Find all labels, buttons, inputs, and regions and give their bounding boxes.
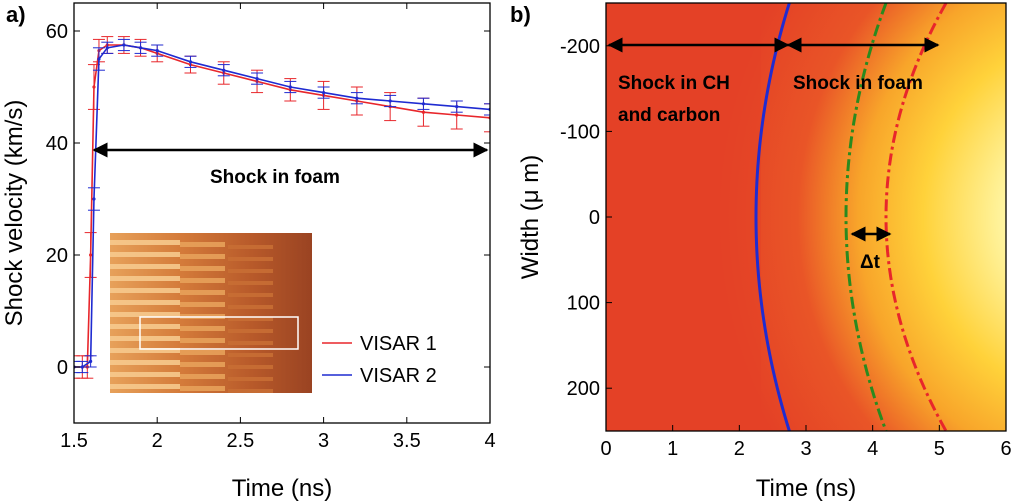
panel-b-x-axis-label: Time (ns) xyxy=(756,475,856,502)
visar1-point xyxy=(455,113,459,117)
visar2-point xyxy=(355,96,359,100)
visar2-point xyxy=(105,46,109,50)
panel-a-y-tick-label: 0 xyxy=(57,357,68,379)
delta-t-label: Δt xyxy=(860,252,881,273)
panel-b-x-tick-label: 5 xyxy=(934,438,945,460)
panel-a-x-tick-label: 3.5 xyxy=(393,430,421,452)
panel-a-y-tick-label: 40 xyxy=(46,133,68,155)
visar2-point xyxy=(455,105,459,109)
legend: VISAR 1 VISAR 2 xyxy=(316,318,480,392)
visar2-error-bar xyxy=(484,103,490,116)
panel-a-x-tick-label: 3 xyxy=(318,430,329,452)
shock-in-ch-label-line2: and carbon xyxy=(618,105,720,126)
panel-b-y-tick-label: -100 xyxy=(560,121,600,143)
panel-b-y-tick-label: 0 xyxy=(589,207,600,229)
visar1-point xyxy=(89,253,93,257)
visar2-point xyxy=(421,102,426,106)
visar-inset-image xyxy=(110,233,312,393)
panel-b-label: b) xyxy=(510,2,531,27)
panel-b-x-tick-label: 4 xyxy=(867,438,878,460)
panel-b-y-tick-label: -200 xyxy=(560,36,600,58)
shock-in-ch-label-line1: Shock in CH xyxy=(618,73,730,94)
visar2-point xyxy=(388,99,392,103)
panel-a-x-tick-label: 2.5 xyxy=(226,430,254,452)
visar2-point xyxy=(222,68,226,72)
panel-b-x-tick-label: 6 xyxy=(1000,438,1011,460)
panel-b-y-tick-label: 200 xyxy=(567,378,600,400)
panel-a-x-tick-label: 1.5 xyxy=(60,430,88,452)
panel-b-x-tick-label: 0 xyxy=(600,438,611,460)
visar2-point xyxy=(138,46,143,50)
visar2-point xyxy=(288,85,292,89)
panel-b: 0 1 2 3 4 5 6 -200 -100 0 100 200 Shock in CH and c… xyxy=(510,2,1012,502)
panel-a-y-axis-label: Shock velocity (km/s) xyxy=(1,100,28,327)
visar2-point xyxy=(188,60,193,64)
panel-a-x-tick-label: 2 xyxy=(152,430,163,452)
panel-b-x-tick-label: 3 xyxy=(800,438,811,460)
panel-b-y-tick-label: 100 xyxy=(567,293,600,315)
panel-b-y-axis-label: Width (μ m) xyxy=(517,155,544,280)
visar2-point xyxy=(122,43,126,47)
panel-a-x-tick-label: 4 xyxy=(484,430,495,452)
red-shock-front xyxy=(884,3,948,431)
visar2-point xyxy=(80,365,84,369)
visar2-point xyxy=(92,197,96,201)
panel-a-y-tick-label: 60 xyxy=(46,21,68,43)
visar2-point xyxy=(255,77,259,81)
panel-a-x-axis-label: Time (ns) xyxy=(232,475,332,502)
panel-b-x-tick-label: 1 xyxy=(667,438,678,460)
panel-a-label: a) xyxy=(6,2,26,27)
shock-in-foam-b-label: Shock in foam xyxy=(793,73,923,94)
panel-a-frame xyxy=(73,2,491,424)
visar2-point xyxy=(155,49,159,53)
shock-in-foam-label: Shock in foam xyxy=(210,167,340,188)
visar1-point xyxy=(421,110,426,114)
panel-a-y-tick-label: 20 xyxy=(46,245,68,267)
inset-selection-box xyxy=(139,316,299,350)
legend-visar1-label: VISAR 1 xyxy=(360,333,437,355)
visar2-point xyxy=(89,359,93,363)
visar2-point xyxy=(322,91,326,95)
visar1-series-line xyxy=(74,44,490,368)
blue-shock-front xyxy=(754,3,791,431)
green-shock-front xyxy=(844,3,888,431)
visar2-point xyxy=(97,57,101,61)
legend-visar2-label: VISAR 2 xyxy=(360,365,437,387)
panel-b-x-tick-label: 2 xyxy=(734,438,745,460)
visar1-point xyxy=(92,85,96,89)
